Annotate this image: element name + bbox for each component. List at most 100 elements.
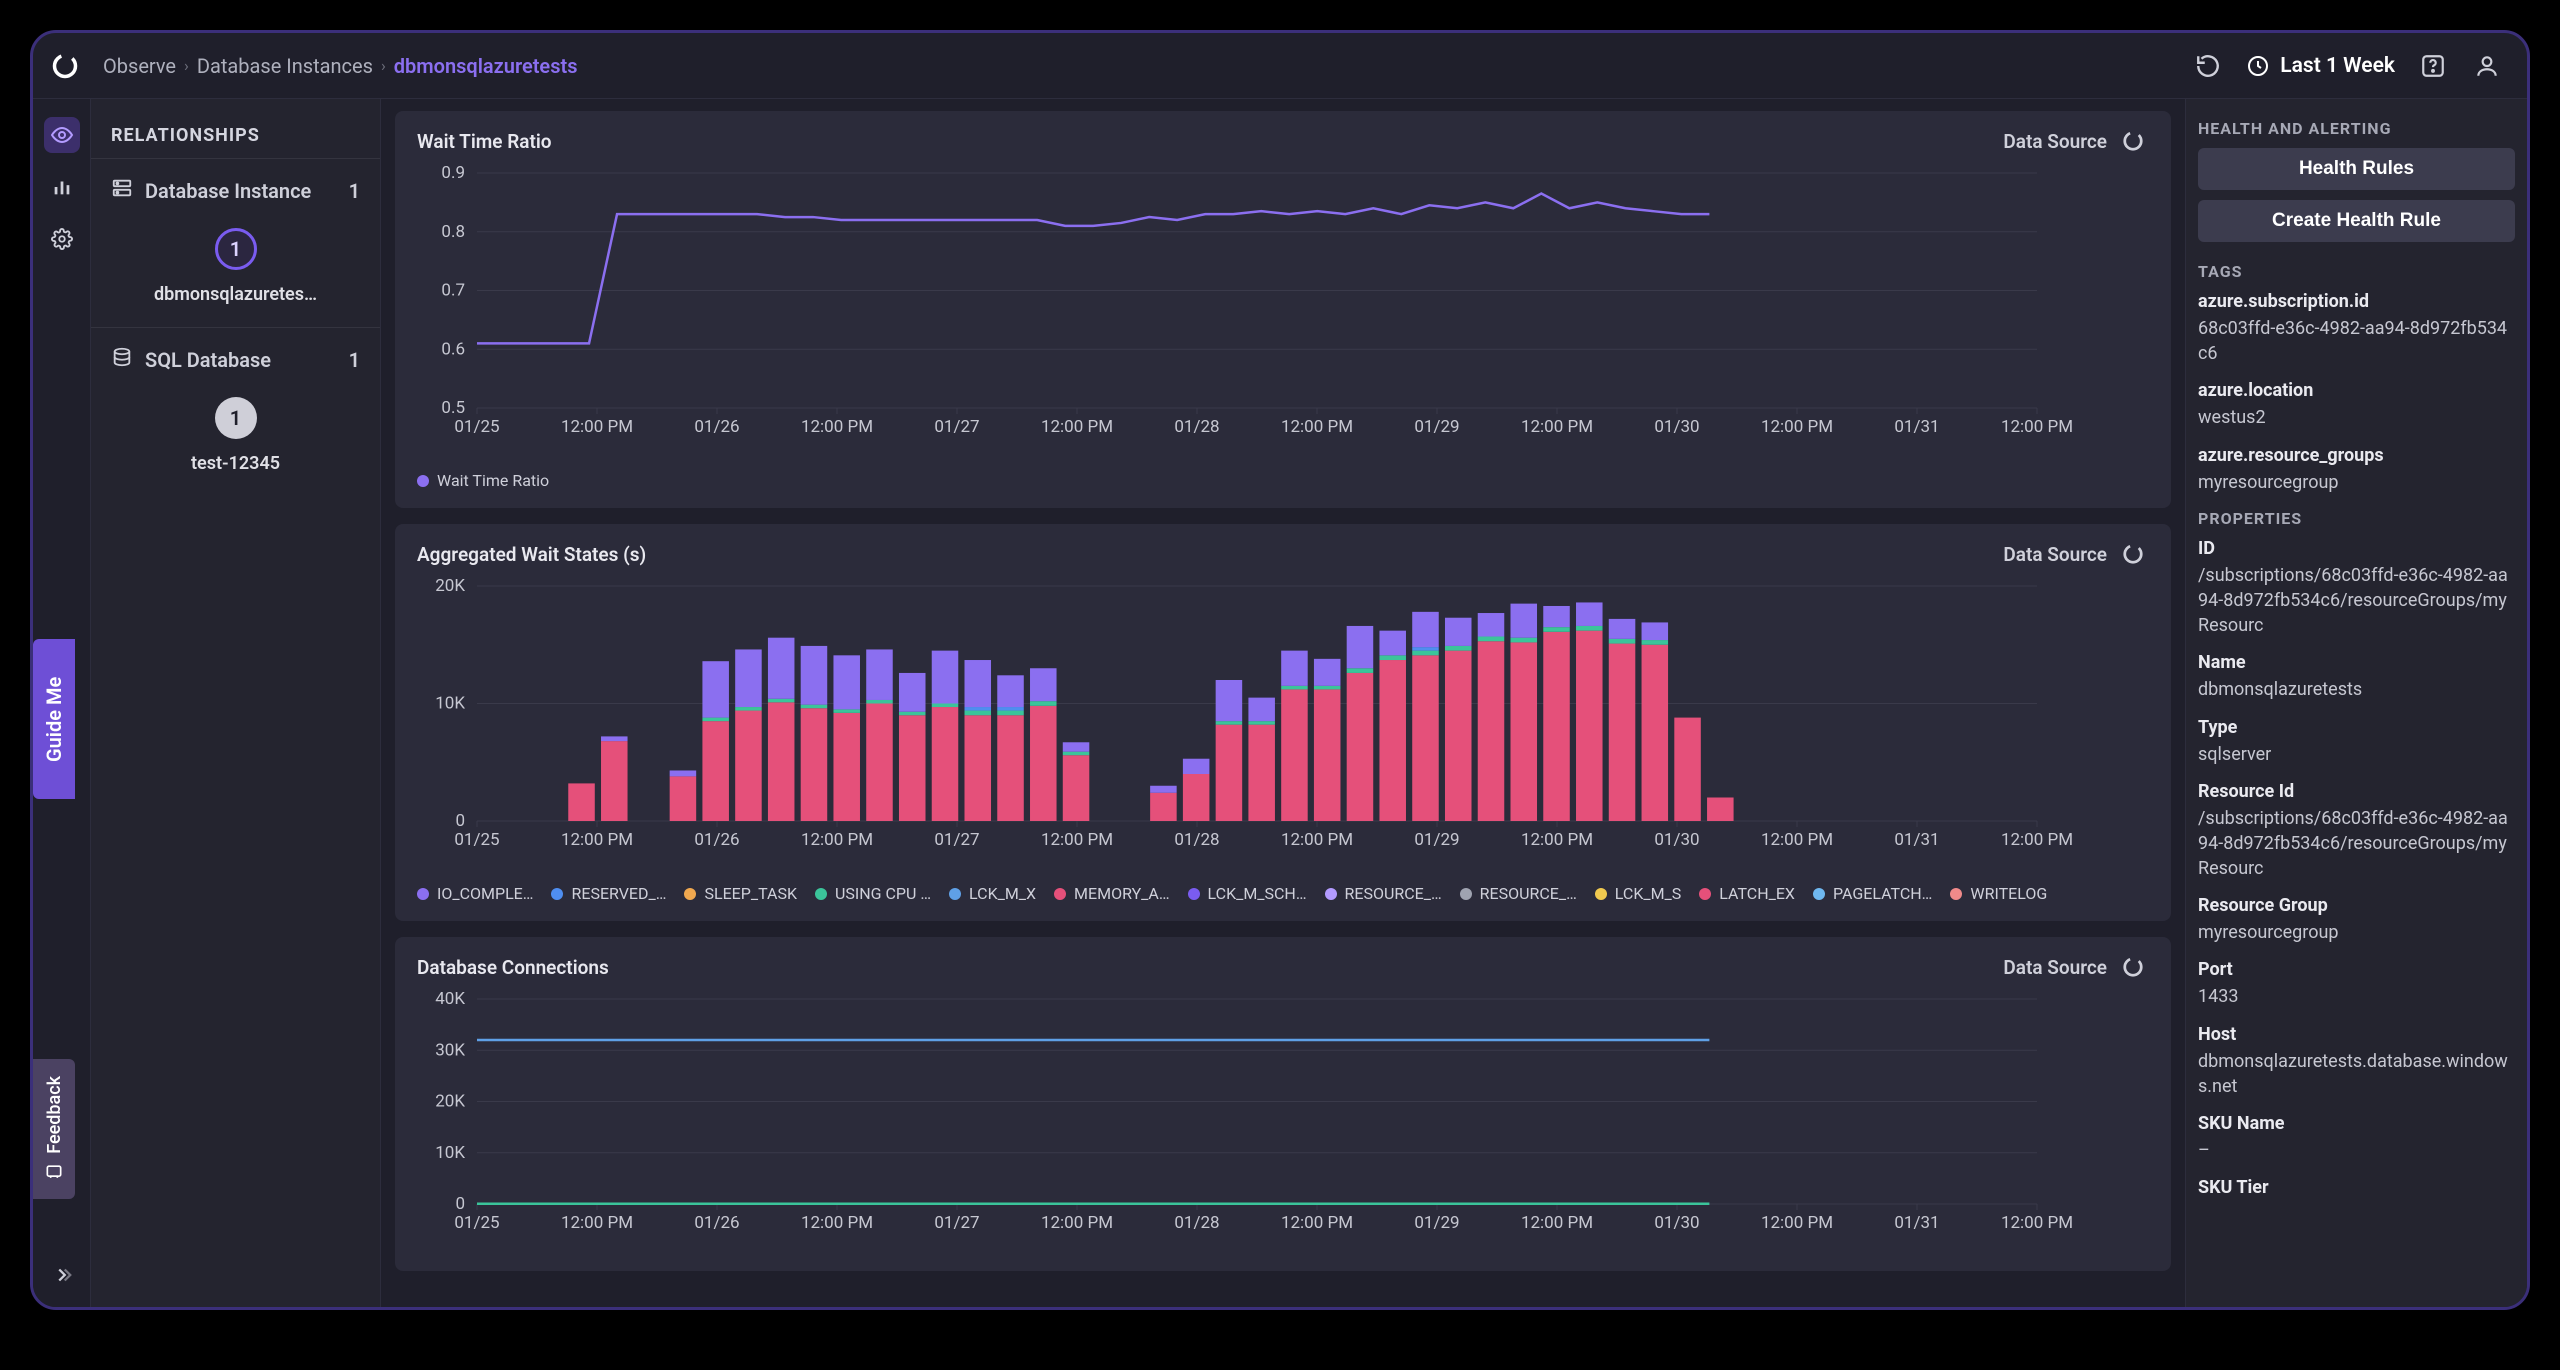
- legend-item[interactable]: RESERVED_…: [551, 884, 666, 903]
- legend-item[interactable]: MEMORY_A…: [1054, 884, 1170, 903]
- legend-item[interactable]: SLEEP_TASK: [684, 884, 797, 903]
- nav-metrics[interactable]: [44, 169, 80, 205]
- relationship-node[interactable]: 1 dbmonsqlazuretes…: [111, 228, 360, 305]
- nav-settings[interactable]: [44, 221, 80, 257]
- svg-text:01/25: 01/25: [454, 1213, 499, 1233]
- kv-key: ID: [2198, 538, 2515, 559]
- panel-title: Wait Time Ratio: [417, 130, 552, 153]
- crumb-database-instances[interactable]: Database Instances: [197, 54, 373, 78]
- panel-title: Aggregated Wait States (s): [417, 543, 646, 566]
- legend-label: LCK_M_X: [969, 884, 1036, 903]
- kv-value: myresourcegroup: [2198, 920, 2515, 945]
- relationship-header[interactable]: Database Instance 1: [111, 177, 360, 204]
- legend-dot: [684, 888, 696, 900]
- relationships-heading: RELATIONSHIPS: [91, 109, 380, 158]
- key-value: Typesqlserver: [2198, 717, 2515, 767]
- nav-observe[interactable]: [44, 117, 80, 153]
- time-range-picker[interactable]: Last 1 Week: [2246, 54, 2395, 78]
- svg-text:12:00 PM: 12:00 PM: [2001, 830, 2073, 850]
- kv-value: sqlserver: [2198, 742, 2515, 767]
- create-health-rule-button[interactable]: Create Health Rule: [2198, 200, 2515, 242]
- legend-dot: [1950, 888, 1962, 900]
- nav-expand[interactable]: [44, 1257, 80, 1293]
- kv-value: 68c03ffd-e36c-4982-aa94-8d972fb534c6: [2198, 316, 2515, 366]
- key-value: Namedbmonsqlazuretests: [2198, 652, 2515, 702]
- legend-dot: [1188, 888, 1200, 900]
- svg-text:12:00 PM: 12:00 PM: [1041, 1213, 1113, 1233]
- relationship-section: SQL Database 1 1 test-12345: [91, 327, 380, 496]
- svg-text:30K: 30K: [435, 1040, 465, 1060]
- legend-item[interactable]: Wait Time Ratio: [417, 471, 549, 490]
- legend-item[interactable]: RESOURCE_…: [1325, 884, 1442, 903]
- svg-text:0.6: 0.6: [441, 339, 465, 359]
- data-source-label: Data Source: [2003, 130, 2107, 153]
- svg-text:12:00 PM: 12:00 PM: [801, 417, 873, 437]
- legend-dot: [1054, 888, 1066, 900]
- svg-text:12:00 PM: 12:00 PM: [1281, 417, 1353, 437]
- svg-text:01/29: 01/29: [1414, 417, 1459, 437]
- legend-dot: [1813, 888, 1825, 900]
- legend-item[interactable]: LCK_M_SCH…: [1188, 884, 1307, 903]
- breadcrumb: Observe › Database Instances › dbmonsqla…: [103, 54, 577, 78]
- relationship-count: 1: [349, 179, 360, 203]
- svg-text:12:00 PM: 12:00 PM: [561, 417, 633, 437]
- tags-heading: TAGS: [2198, 262, 2515, 281]
- kv-key: azure.location: [2198, 380, 2515, 401]
- legend-item[interactable]: IO_COMPLE…: [417, 884, 533, 903]
- svg-text:01/27: 01/27: [934, 830, 979, 850]
- relationship-node[interactable]: 1 test-12345: [111, 397, 360, 474]
- legend-dot: [949, 888, 961, 900]
- svg-text:01/31: 01/31: [1894, 417, 1939, 437]
- user-icon[interactable]: [2471, 50, 2503, 82]
- node-badge: 1: [215, 228, 257, 270]
- help-icon[interactable]: [2417, 50, 2449, 82]
- svg-text:12:00 PM: 12:00 PM: [1521, 417, 1593, 437]
- svg-text:12:00 PM: 12:00 PM: [1521, 830, 1593, 850]
- kv-value: myresourcegroup: [2198, 470, 2515, 495]
- legend-item[interactable]: LCK_M_X: [949, 884, 1036, 903]
- legend-label: SLEEP_TASK: [704, 884, 797, 903]
- guide-me-tab[interactable]: Guide Me: [33, 639, 75, 799]
- kv-value: dbmonsqlazuretests.database.windows.net: [2198, 1049, 2515, 1099]
- health-rules-button[interactable]: Health Rules: [2198, 148, 2515, 190]
- svg-text:01/29: 01/29: [1414, 830, 1459, 850]
- svg-text:12:00 PM: 12:00 PM: [1041, 830, 1113, 850]
- kv-value: 1433: [2198, 984, 2515, 1009]
- data-source-label: Data Source: [2003, 956, 2107, 979]
- kv-value: westus2: [2198, 405, 2515, 430]
- data-source-icon[interactable]: [2117, 125, 2149, 157]
- properties-heading: PROPERTIES: [2198, 509, 2515, 528]
- kv-key: SKU Tier: [2198, 1177, 2515, 1198]
- svg-text:40K: 40K: [435, 989, 465, 1009]
- kv-key: azure.resource_groups: [2198, 445, 2515, 466]
- key-value: azure.subscription.id68c03ffd-e36c-4982-…: [2198, 291, 2515, 366]
- svg-text:01/27: 01/27: [934, 417, 979, 437]
- data-source-icon[interactable]: [2117, 538, 2149, 570]
- node-label: test-12345: [191, 453, 280, 474]
- kv-key: SKU Name: [2198, 1113, 2515, 1134]
- relationship-header[interactable]: SQL Database 1: [111, 346, 360, 373]
- svg-text:10K: 10K: [435, 1143, 465, 1163]
- panel-database-connections: Database Connections Data Source 40K30K2…: [395, 937, 2171, 1271]
- app-logo[interactable]: [45, 46, 85, 86]
- legend-dot: [1325, 888, 1337, 900]
- svg-text:12:00 PM: 12:00 PM: [561, 830, 633, 850]
- legend-item[interactable]: LCK_M_S: [1595, 884, 1681, 903]
- legend-item[interactable]: PAGELATCH…: [1813, 884, 1932, 903]
- crumb-observe[interactable]: Observe: [103, 54, 176, 78]
- data-source-icon[interactable]: [2117, 951, 2149, 983]
- svg-text:12:00 PM: 12:00 PM: [561, 1213, 633, 1233]
- svg-text:12:00 PM: 12:00 PM: [801, 1213, 873, 1233]
- feedback-tab[interactable]: Feedback: [33, 1059, 75, 1199]
- legend-label: Wait Time Ratio: [437, 471, 549, 490]
- legend-item[interactable]: USING CPU …: [815, 884, 931, 903]
- svg-text:0.9: 0.9: [441, 163, 465, 183]
- svg-text:12:00 PM: 12:00 PM: [2001, 1213, 2073, 1233]
- refresh-icon[interactable]: [2192, 50, 2224, 82]
- legend-item[interactable]: RESOURCE_…: [1460, 884, 1577, 903]
- key-value: azure.resource_groups myresourcegroup: [2198, 445, 2515, 495]
- panel-title: Database Connections: [417, 956, 609, 979]
- legend-item[interactable]: WRITELOG: [1950, 884, 2047, 903]
- svg-text:01/31: 01/31: [1894, 1213, 1939, 1233]
- legend-item[interactable]: LATCH_EX: [1699, 884, 1795, 903]
